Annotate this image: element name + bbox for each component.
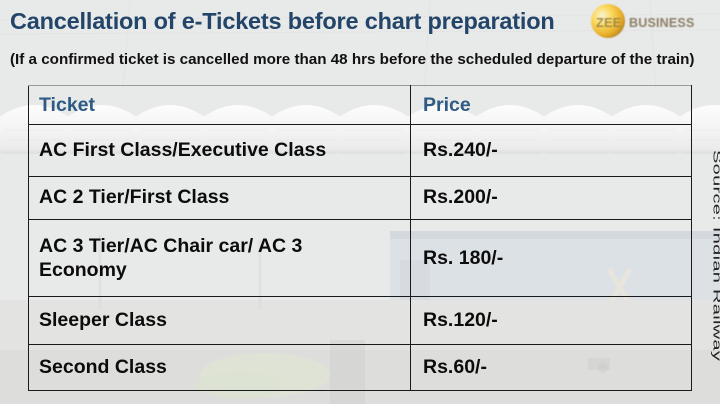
svg-text:BUSINESS: BUSINESS [629,16,695,30]
svg-text:ZEE: ZEE [596,15,622,30]
